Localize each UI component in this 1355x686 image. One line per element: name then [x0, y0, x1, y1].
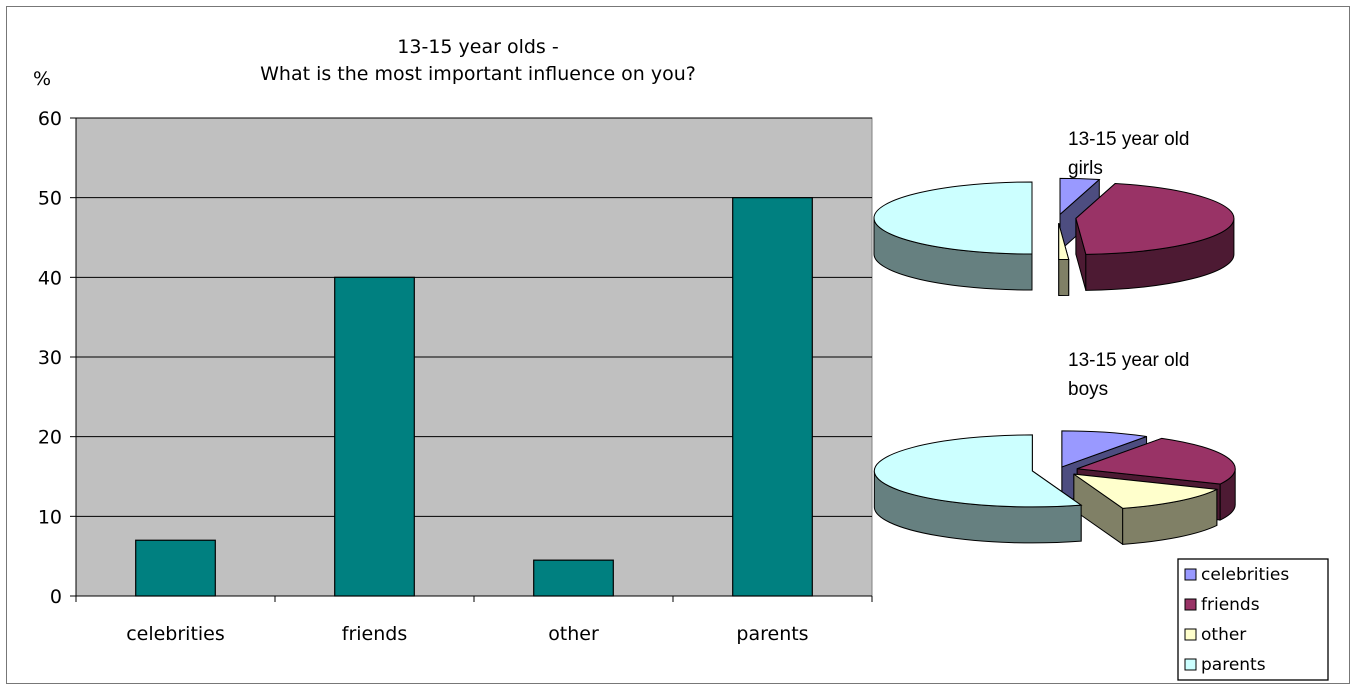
- bar-plot-area: 0 10 20 30 40 50 60 celebrities friends other pare…: [38, 108, 873, 645]
- bar-friends: [334, 276, 415, 597]
- y-tick-label: 20: [38, 427, 62, 449]
- legend-swatch-celebrities: [1184, 568, 1197, 581]
- pie-rim-other: [1058, 258, 1070, 296]
- x-tick-label: other: [548, 623, 599, 645]
- bar-chart-title: 13-15 year olds -: [397, 36, 558, 58]
- legend-box: [1177, 558, 1329, 681]
- pie-slice-celebrities: [1059, 177, 1101, 216]
- pie-slice-celebrities: [1061, 430, 1147, 468]
- pie-slice-other: [1073, 473, 1219, 509]
- legend-swatch-friends: [1184, 598, 1197, 611]
- y-tick-label: 30: [38, 347, 62, 369]
- boys-pie-title-line1: 13-15 year old: [1068, 350, 1189, 371]
- y-tick-label: 10: [38, 506, 62, 528]
- pie-slice-other: [1058, 223, 1070, 260]
- x-tick-label: celebrities: [126, 623, 225, 645]
- y-axis-label: %: [33, 68, 51, 90]
- x-tick-label: friends: [342, 623, 407, 645]
- girls-pie-title-line1: 13-15 year old: [1068, 129, 1189, 150]
- y-tick-label: 50: [38, 188, 62, 210]
- girls-pie-title-line2: girls: [1068, 158, 1103, 179]
- chart-frame: [6, 6, 1350, 684]
- x-tick-label: parents: [736, 623, 808, 645]
- legend-label-parents: parents: [1201, 655, 1266, 675]
- bar-celebrities: [135, 539, 216, 597]
- pie-slice-friends: [1075, 183, 1235, 255]
- pie-slice-parents: [873, 181, 1033, 255]
- boys-pie-title-line2: boys: [1068, 379, 1108, 400]
- pie-legend: celebrities friends other parents: [1177, 558, 1329, 681]
- girls-pie-chart: [873, 177, 1235, 296]
- pie-slice-friends: [1077, 437, 1236, 485]
- y-tick-label: 60: [38, 108, 62, 130]
- legend-label-friends: friends: [1201, 595, 1260, 615]
- legend-label-celebrities: celebrities: [1201, 565, 1289, 585]
- legend-swatch-parents: [1184, 658, 1197, 671]
- bar-other: [533, 559, 614, 597]
- y-tick-label: 0: [50, 586, 62, 608]
- bar-parents: [732, 197, 813, 597]
- y-tick-label: 40: [38, 267, 62, 289]
- bar-chart-subtitle: What is the most important influence on …: [260, 63, 696, 85]
- legend-swatch-other: [1184, 628, 1197, 641]
- legend-label-other: other: [1201, 625, 1246, 645]
- pie-slice-parents: [873, 434, 1083, 508]
- boys-pie-chart: [873, 430, 1236, 545]
